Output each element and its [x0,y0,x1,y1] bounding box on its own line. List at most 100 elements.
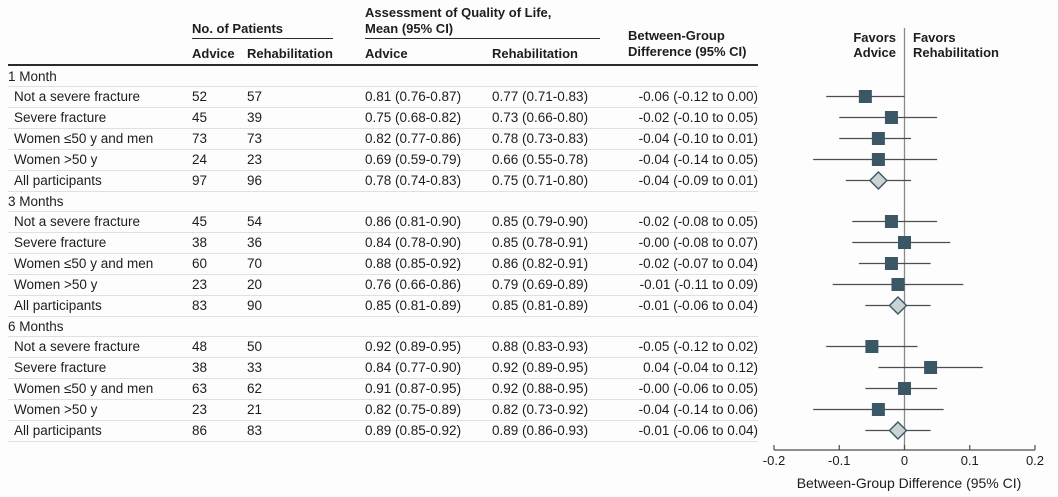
cell-qol_rehab: 0.73 (0.66-0.80) [492,110,589,125]
table-group: 1 Month Not a severe fracture 52 57 0.81 (0.… [8,68,758,192]
x-axis-title: Between-Group Difference (95% CI) [796,475,1022,491]
cell-label: Women ≤50 y and men [14,256,154,271]
estimate-marker-square [891,278,905,291]
estimate-marker-square [884,257,898,270]
x-tick-label: 0 [901,453,908,468]
cell-n_advice: 24 [192,152,208,167]
favors-rehab-line1: Favors [913,30,956,45]
col-header-qol-line1: Assessment of Quality of Life, [365,5,552,20]
cell-qol_advice: 0.81 (0.76-0.87) [365,89,462,104]
table-row: Not a severe fracture 48 50 0.92 (0.89-0.95… [8,337,758,358]
cell-qol_rehab: 0.92 (0.88-0.95) [492,381,589,396]
cell-diff: -0.04 (-0.14 to 0.05) [638,152,758,167]
cell-label: Women >50 y [14,277,98,292]
cell-label: Not a severe fracture [14,89,141,104]
cell-qol_rehab: 0.85 (0.81-0.89) [492,298,589,313]
cell-n_advice: 60 [192,256,208,271]
cell-qol_advice: 0.82 (0.77-0.86) [365,131,462,146]
cell-qol_rehab: 0.66 (0.55-0.78) [492,152,589,167]
estimate-marker-square [871,153,885,166]
cell-diff: -0.02 (-0.07 to 0.04) [638,256,758,271]
cell-n_rehab: 70 [247,256,263,271]
cell-n_rehab: 83 [247,423,263,438]
cell-n_advice: 97 [192,173,208,188]
cell-n_rehab: 90 [247,298,263,313]
cell-n_advice: 38 [192,360,208,375]
cell-label: Not a severe fracture [14,339,141,354]
cell-qol_advice: 0.91 (0.87-0.95) [365,381,462,396]
estimate-marker-square [858,90,872,103]
table-row: Women >50 y 23 21 0.82 (0.75-0.89) 0.82 (0.7… [8,400,758,421]
cell-diff: -0.04 (-0.10 to 0.01) [638,131,758,146]
col-header-patients: No. of Patients [192,21,284,36]
cell-qol_rehab: 0.92 (0.89-0.95) [492,360,589,375]
table-body: 1 Month Not a severe fracture 52 57 0.81 (0.… [8,68,758,442]
cell-n_rehab: 50 [247,339,263,354]
favors-rehab-line2: Rehabilitation [913,45,999,60]
cell-qol_advice: 0.69 (0.59-0.79) [365,152,462,167]
col-header-diff-line1: Between-Group [628,28,725,43]
estimate-marker-square [924,361,938,374]
cell-label: All participants [14,423,102,438]
qol-header-rule [365,38,600,40]
table-group: 6 Months Not a severe fracture 48 50 0.92 (0… [8,318,758,442]
table-row: Severe fracture 38 33 0.84 (0.77-0.90) 0.92 … [8,358,758,379]
cell-diff: -0.00 (-0.06 to 0.05) [638,381,758,396]
table-row: All participants 83 90 0.85 (0.81-0.89) 0.85… [8,296,758,317]
table-row: Women ≤50 y and men 60 70 0.88 (0.85-0.92) 0… [8,254,758,275]
col-header-diff-line2: Difference (95% CI) [628,43,747,59]
cell-n_rehab: 54 [247,214,263,229]
cell-n_rehab: 62 [247,381,263,396]
table-row: Women >50 y 24 23 0.69 (0.59-0.79) 0.66 (0.5… [8,150,758,171]
cell-n_rehab: 23 [247,152,263,167]
table-top-rule [8,64,758,66]
cell-qol_rehab: 0.78 (0.73-0.83) [492,131,589,146]
x-tick-label: 0.1 [961,453,979,468]
cell-qol_rehab: 0.85 (0.78-0.91) [492,235,589,250]
col-subheader-rehab-n: Rehabilitation [247,46,333,61]
group-label: 6 Months [8,318,758,337]
estimate-marker-square [898,236,911,249]
cell-n_advice: 23 [192,402,208,417]
cell-qol_rehab: 0.82 (0.73-0.92) [492,402,589,417]
forest-plot: Favors Advice Favors Rehabilitation -0.2… [760,0,1058,497]
estimate-marker-square [884,215,898,228]
table-row: Not a severe fracture 52 57 0.81 (0.76-0.87… [8,87,758,108]
cell-n_rehab: 33 [247,360,263,375]
x-tick-label: -0.1 [828,453,850,468]
estimate-marker-diamond [868,171,888,190]
cell-label: Severe fracture [14,360,107,375]
cell-n_advice: 73 [192,131,208,146]
cell-diff: -0.01 (-0.06 to 0.04) [638,298,758,313]
favors-rehabilitation-label: Favors Rehabilitation [913,30,999,60]
cell-qol_advice: 0.82 (0.75-0.89) [365,402,462,417]
cell-qol_advice: 0.88 (0.85-0.92) [365,256,462,271]
cell-n_advice: 45 [192,110,208,125]
cell-qol_rehab: 0.86 (0.82-0.91) [492,256,589,271]
col-subheader-advice-qol: Advice [365,46,408,61]
group-label: 3 Months [8,193,758,212]
cell-qol_advice: 0.92 (0.89-0.95) [365,339,462,354]
forest-plot-canvas: -0.2 -0.1 0 0.1 0.2 [763,28,1044,468]
col-header-diff: Between-Group Difference (95% CI) [628,28,746,59]
table-row: Women >50 y 23 20 0.76 (0.66-0.86) 0.79 (0.6… [8,275,758,296]
cell-label: All participants [14,173,102,188]
cell-n_rehab: 57 [247,89,263,104]
cell-label: Women ≤50 y and men [14,131,154,146]
cell-qol_rehab: 0.77 (0.71-0.83) [492,89,589,104]
estimate-marker-diamond [888,296,908,315]
cell-qol_rehab: 0.85 (0.79-0.90) [492,214,589,229]
table-row: All participants 86 83 0.89 (0.85-0.92) 0.89… [8,421,758,442]
cell-diff: -0.04 (-0.14 to 0.06) [638,402,758,417]
cell-n_advice: 83 [192,298,208,313]
group-label: 1 Month [8,68,758,87]
cell-n_rehab: 21 [247,402,263,417]
cell-n_advice: 63 [192,381,208,396]
estimate-marker-diamond [888,421,908,440]
cell-n_advice: 23 [192,277,208,292]
cell-label: Not a severe fracture [14,214,141,229]
cell-diff: -0.04 (-0.09 to 0.01) [638,173,758,188]
cell-diff: -0.02 (-0.10 to 0.05) [638,110,758,125]
cell-label: Women >50 y [14,402,98,417]
